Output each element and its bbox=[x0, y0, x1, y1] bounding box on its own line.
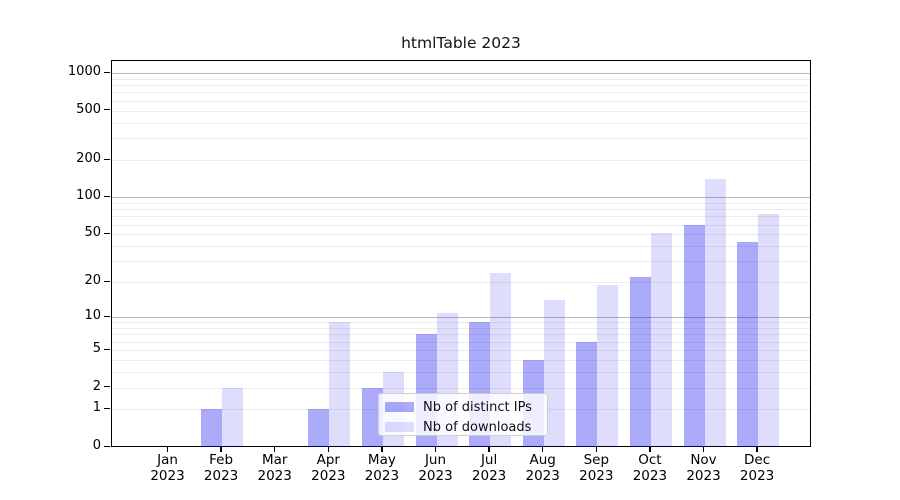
minor-gridline bbox=[112, 371, 810, 373]
y-tick-mark bbox=[104, 232, 110, 235]
bar-distinct-ips bbox=[576, 341, 598, 447]
minor-gridline bbox=[112, 209, 810, 211]
minor-gridline bbox=[112, 387, 810, 389]
minor-gridline bbox=[112, 261, 810, 263]
minor-gridline bbox=[112, 334, 810, 336]
y-tick-mark bbox=[104, 315, 110, 318]
minor-gridline bbox=[112, 216, 810, 218]
x-tick-label: Aug 2023 bbox=[525, 452, 560, 485]
y-tick-mark bbox=[104, 348, 110, 350]
y-tick-mark bbox=[104, 71, 110, 74]
y-tick-mark bbox=[104, 195, 110, 198]
bar-distinct-ips bbox=[737, 242, 759, 447]
minor-gridline bbox=[112, 85, 810, 87]
y-tick-label: 10 bbox=[84, 308, 101, 324]
bar-downloads bbox=[650, 233, 672, 447]
y-tick-label: 500 bbox=[76, 101, 101, 117]
major-gridline bbox=[112, 197, 810, 199]
bar-downloads bbox=[543, 300, 565, 447]
bar-downloads bbox=[222, 387, 244, 447]
minor-gridline bbox=[112, 100, 810, 102]
y-tick-label: 1000 bbox=[67, 64, 101, 80]
y-tick-label: 100 bbox=[76, 188, 101, 204]
legend-swatch-distinct-ips bbox=[385, 402, 414, 412]
x-tick-mark bbox=[649, 447, 651, 452]
minor-gridline bbox=[112, 328, 810, 330]
bar-downloads bbox=[758, 214, 780, 447]
legend-label-downloads: Nb of downloads bbox=[423, 419, 532, 435]
legend-label-distinct-ips: Nb of distinct IPs bbox=[423, 399, 532, 415]
y-tick-mark bbox=[104, 445, 110, 447]
x-tick-label: Oct 2023 bbox=[632, 452, 668, 485]
y-tick-mark bbox=[104, 386, 110, 388]
legend: Nb of distinct IPs Nb of downloads bbox=[378, 393, 548, 436]
x-tick-label: Dec 2023 bbox=[739, 452, 775, 485]
legend-item-downloads: Nb of downloads bbox=[385, 419, 547, 435]
minor-gridline bbox=[112, 92, 810, 94]
x-tick-label: Feb 2023 bbox=[203, 452, 239, 485]
y-tick-mark bbox=[104, 407, 110, 410]
minor-gridline bbox=[112, 78, 810, 80]
y-tick-label: 0 bbox=[92, 438, 101, 453]
y-tick-label: 200 bbox=[76, 151, 101, 167]
y-tick-mark bbox=[104, 158, 110, 160]
x-tick-label: Jun 2023 bbox=[418, 452, 453, 485]
x-tick-mark bbox=[756, 447, 758, 452]
y-tick-label: 2 bbox=[92, 378, 101, 394]
chart-title: htmlTable 2023 bbox=[401, 34, 521, 52]
x-tick-label: May 2023 bbox=[364, 452, 400, 485]
x-tick-label: Nov 2023 bbox=[686, 452, 721, 485]
minor-gridline bbox=[112, 160, 810, 162]
minor-gridline bbox=[112, 110, 810, 112]
x-tick-mark bbox=[166, 447, 169, 452]
y-tick-label: 20 bbox=[84, 273, 101, 289]
bar-downloads bbox=[329, 322, 351, 447]
major-gridline bbox=[112, 73, 810, 75]
x-tick-mark bbox=[702, 447, 705, 452]
legend-swatch-downloads bbox=[385, 422, 414, 432]
minor-gridline bbox=[112, 122, 810, 124]
minor-gridline bbox=[112, 234, 810, 236]
major-gridline bbox=[112, 317, 810, 319]
x-tick-mark bbox=[327, 447, 329, 452]
y-tick-mark bbox=[104, 280, 110, 283]
x-tick-label: Sep 2023 bbox=[579, 452, 614, 485]
x-tick-mark bbox=[220, 447, 222, 452]
plot-area bbox=[111, 60, 811, 447]
x-tick-mark bbox=[542, 447, 544, 452]
minor-gridline bbox=[112, 282, 810, 284]
minor-gridline bbox=[112, 138, 810, 140]
x-tick-mark bbox=[381, 447, 383, 452]
bar-distinct-ips bbox=[201, 409, 223, 447]
minor-gridline bbox=[112, 224, 810, 226]
x-tick-mark bbox=[595, 447, 597, 452]
y-tick-label: 1 bbox=[92, 400, 101, 416]
y-tick-label: 50 bbox=[84, 225, 101, 241]
y-tick-mark bbox=[104, 109, 110, 111]
x-tick-label: Jul 2023 bbox=[471, 452, 507, 485]
x-tick-label: Apr 2023 bbox=[311, 452, 346, 485]
x-tick-label: Mar 2023 bbox=[257, 452, 292, 485]
x-tick-mark bbox=[434, 447, 437, 452]
minor-gridline bbox=[112, 341, 810, 343]
bar-downloads bbox=[597, 284, 619, 447]
minor-gridline bbox=[112, 322, 810, 324]
x-tick-mark bbox=[274, 447, 276, 452]
minor-gridline bbox=[112, 350, 810, 352]
bar-distinct-ips bbox=[308, 409, 330, 447]
minor-gridline bbox=[112, 202, 810, 204]
bar-distinct-ips bbox=[361, 387, 383, 447]
x-tick-label: Jan 2023 bbox=[150, 452, 185, 485]
minor-gridline bbox=[112, 359, 810, 361]
bar-downloads bbox=[704, 179, 726, 447]
y-tick-label: 5 bbox=[92, 341, 101, 357]
bar-distinct-ips bbox=[683, 224, 705, 447]
x-tick-mark bbox=[488, 447, 490, 452]
bar-distinct-ips bbox=[629, 277, 651, 447]
minor-gridline bbox=[112, 246, 810, 248]
legend-item-distinct-ips: Nb of distinct IPs bbox=[385, 399, 547, 415]
